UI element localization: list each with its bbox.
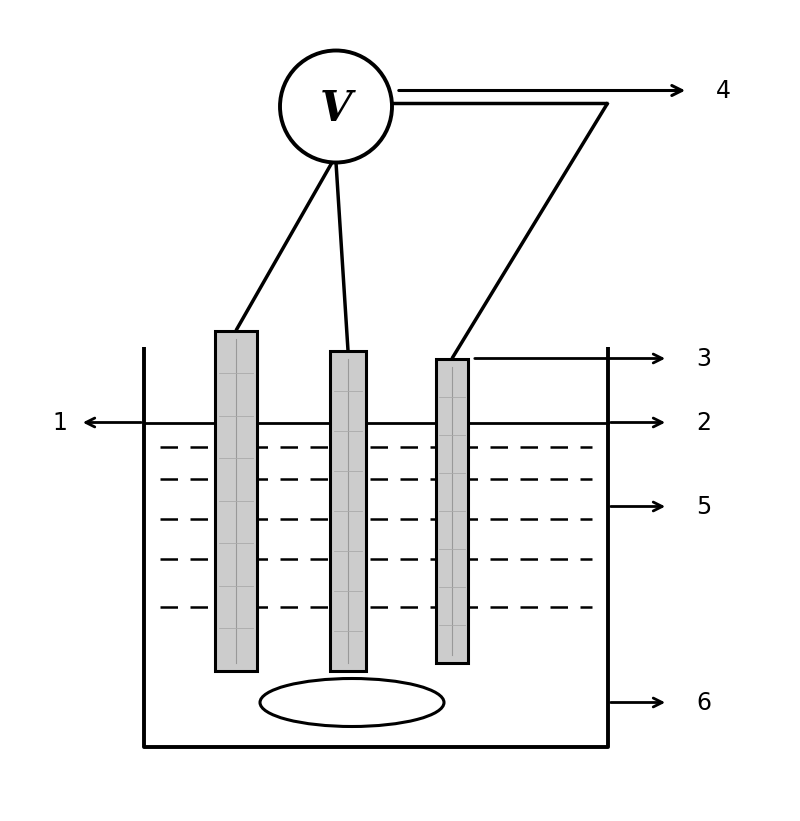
Text: 2: 2 bbox=[696, 410, 711, 434]
Text: 4: 4 bbox=[716, 79, 731, 103]
Text: 5: 5 bbox=[696, 494, 711, 519]
Text: V: V bbox=[320, 88, 352, 130]
Circle shape bbox=[280, 51, 392, 163]
Ellipse shape bbox=[260, 678, 444, 727]
Bar bbox=[330, 351, 366, 671]
Bar bbox=[215, 331, 257, 671]
Bar bbox=[436, 359, 468, 663]
Text: 3: 3 bbox=[696, 346, 711, 370]
Text: 6: 6 bbox=[696, 690, 711, 714]
Text: 1: 1 bbox=[53, 410, 67, 434]
